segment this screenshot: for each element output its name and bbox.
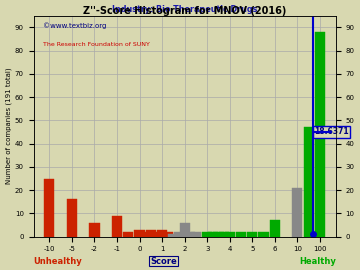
Bar: [191, 232, 201, 237]
Bar: [219, 232, 229, 237]
Bar: [163, 232, 173, 237]
Bar: [157, 230, 167, 237]
Text: Industry: Bio Therapeutic Drugs: Industry: Bio Therapeutic Drugs: [112, 5, 257, 15]
Text: 18.6371: 18.6371: [314, 127, 349, 136]
Text: ©www.textbiz.org: ©www.textbiz.org: [42, 22, 106, 29]
Bar: [168, 234, 179, 237]
Bar: [292, 188, 302, 237]
Bar: [140, 232, 150, 237]
Bar: [303, 127, 314, 237]
Bar: [315, 32, 325, 237]
Bar: [89, 223, 99, 237]
Bar: [247, 232, 257, 237]
Bar: [225, 232, 235, 237]
Bar: [270, 220, 280, 237]
Text: Healthy: Healthy: [299, 257, 336, 266]
Title: Z''-Score Histogram for MNOV (2016): Z''-Score Histogram for MNOV (2016): [83, 6, 286, 16]
Bar: [208, 232, 218, 237]
Bar: [44, 178, 54, 237]
Text: The Research Foundation of SUNY: The Research Foundation of SUNY: [42, 42, 149, 47]
Bar: [146, 230, 156, 237]
Bar: [180, 223, 190, 237]
Bar: [112, 216, 122, 237]
Text: Score: Score: [150, 257, 177, 266]
Bar: [174, 232, 184, 237]
Bar: [123, 232, 133, 237]
Bar: [258, 232, 269, 237]
Bar: [185, 232, 195, 237]
Bar: [202, 232, 212, 237]
Y-axis label: Number of companies (191 total): Number of companies (191 total): [5, 68, 12, 184]
Bar: [236, 232, 246, 237]
Bar: [213, 232, 224, 237]
Text: Unhealthy: Unhealthy: [33, 257, 82, 266]
Bar: [135, 230, 145, 237]
Bar: [151, 232, 162, 237]
Bar: [67, 200, 77, 237]
